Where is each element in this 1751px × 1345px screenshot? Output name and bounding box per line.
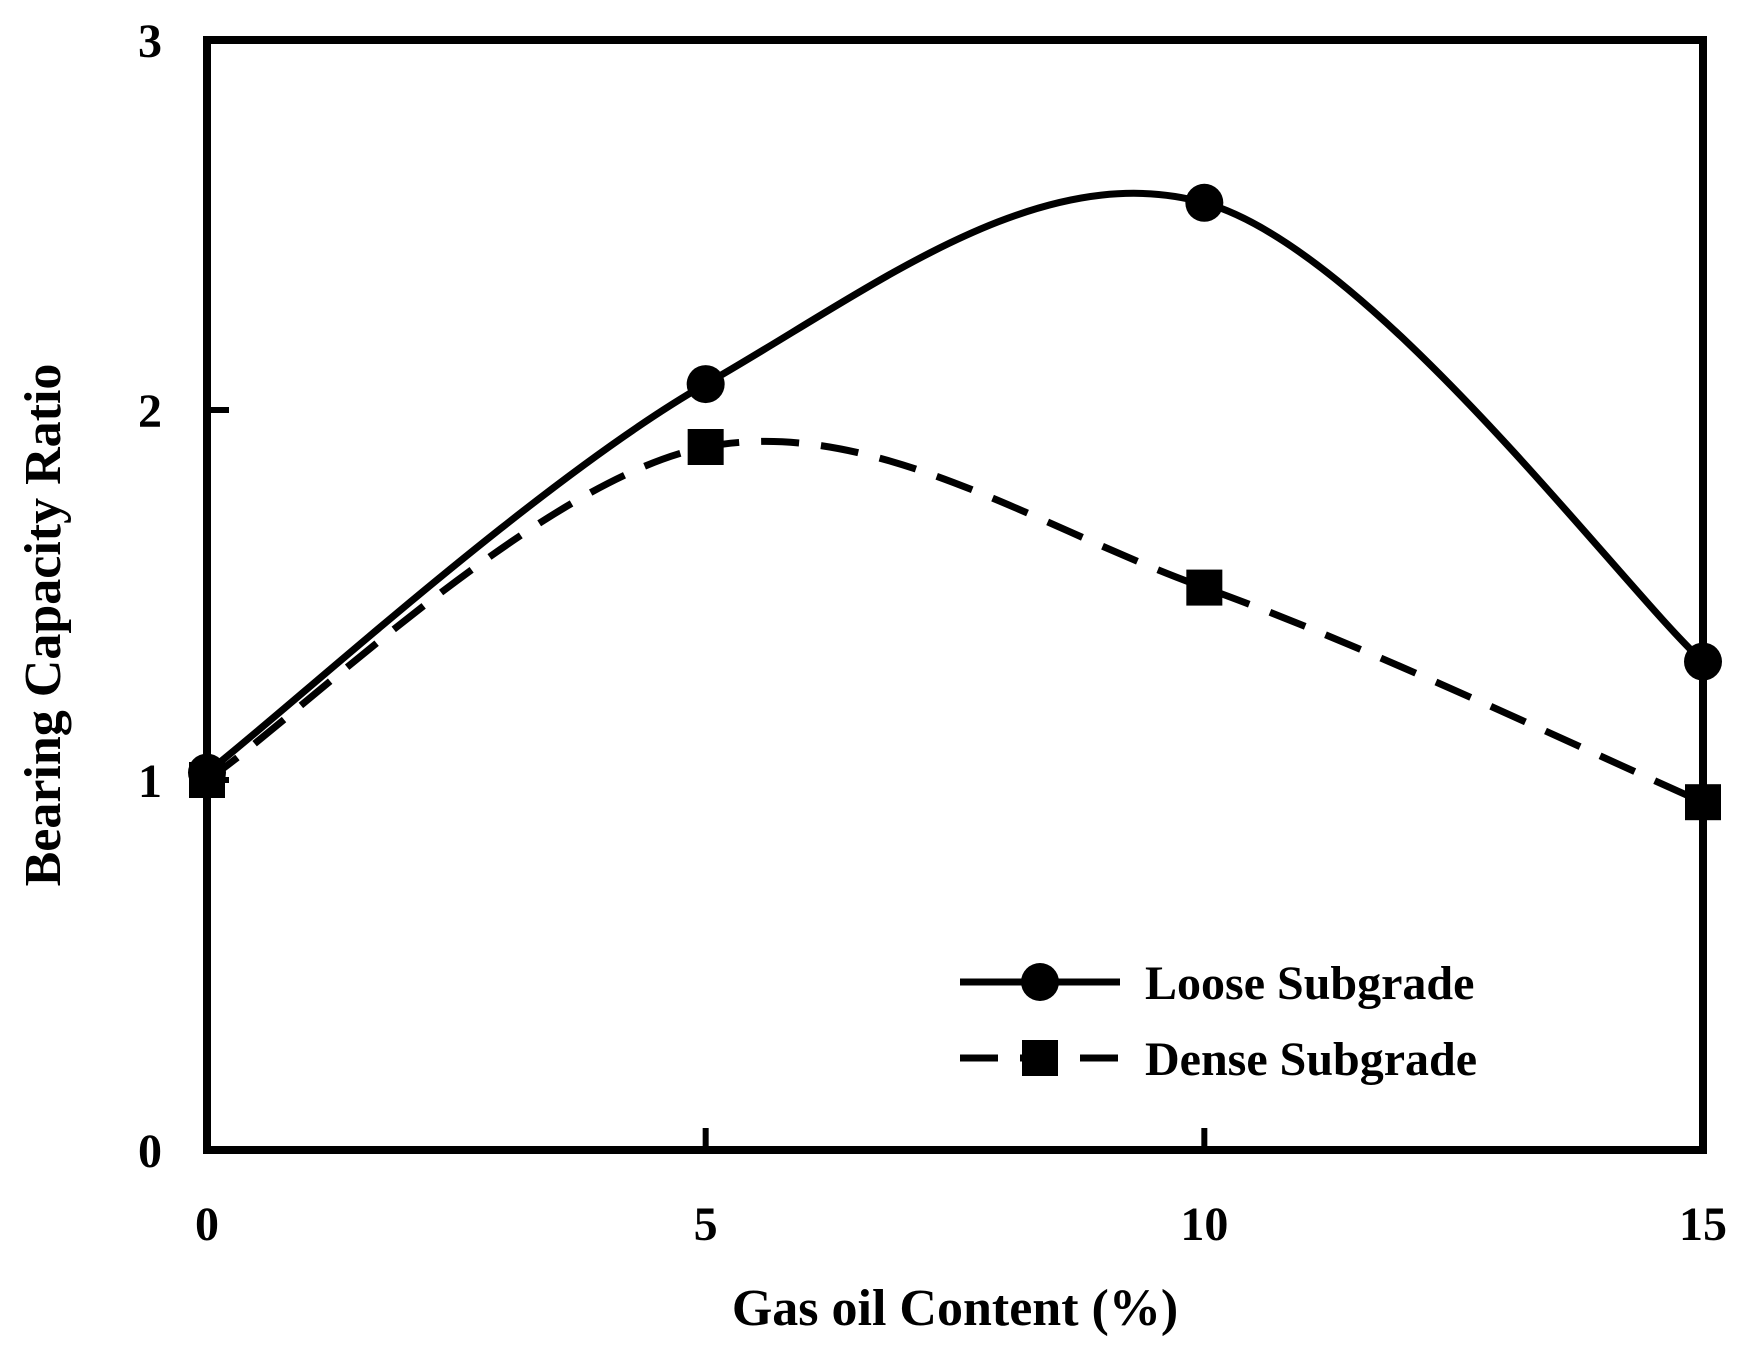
legend-item: Dense Subgrade xyxy=(960,1033,1477,1086)
data-point-circle xyxy=(1185,183,1224,222)
x-tick-label: 0 xyxy=(195,1198,219,1251)
legend-item: Loose Subgrade xyxy=(960,957,1474,1010)
data-point-square xyxy=(189,762,225,798)
series-layer xyxy=(188,183,1722,821)
series-1 xyxy=(189,429,1721,821)
x-axis-label: Gas oil Content (%) xyxy=(732,1280,1178,1337)
legend-label: Loose Subgrade xyxy=(1145,957,1474,1010)
legend-label: Dense Subgrade xyxy=(1145,1033,1477,1086)
y-tick-label: 0 xyxy=(138,1125,162,1178)
legend-marker-square xyxy=(1022,1040,1058,1076)
legend: Loose Subgrade Dense Subgrade xyxy=(960,957,1477,1086)
plot-frame xyxy=(203,36,1707,1154)
data-point-square xyxy=(687,429,724,465)
data-point-square xyxy=(1685,784,1721,821)
legend-marker-circle xyxy=(1021,963,1059,1001)
y-axis-label: Bearing Capacity Ratio xyxy=(15,364,72,887)
series-0 xyxy=(188,183,1722,792)
y-tick-label: 1 xyxy=(138,755,162,808)
y-tick-label: 2 xyxy=(138,385,162,438)
x-tick-label: 15 xyxy=(1679,1198,1727,1251)
series-line xyxy=(205,437,1705,806)
data-point-square xyxy=(1186,569,1223,606)
series-line xyxy=(204,189,1706,776)
axis-ticks: 0 1 2 3 0 5 10 15 xyxy=(138,15,1727,1251)
data-point-circle xyxy=(1684,642,1722,681)
data-point-circle xyxy=(686,365,725,404)
x-tick-label: 10 xyxy=(1180,1198,1228,1251)
x-tick-label: 5 xyxy=(694,1198,718,1251)
y-tick-label: 3 xyxy=(138,15,162,68)
